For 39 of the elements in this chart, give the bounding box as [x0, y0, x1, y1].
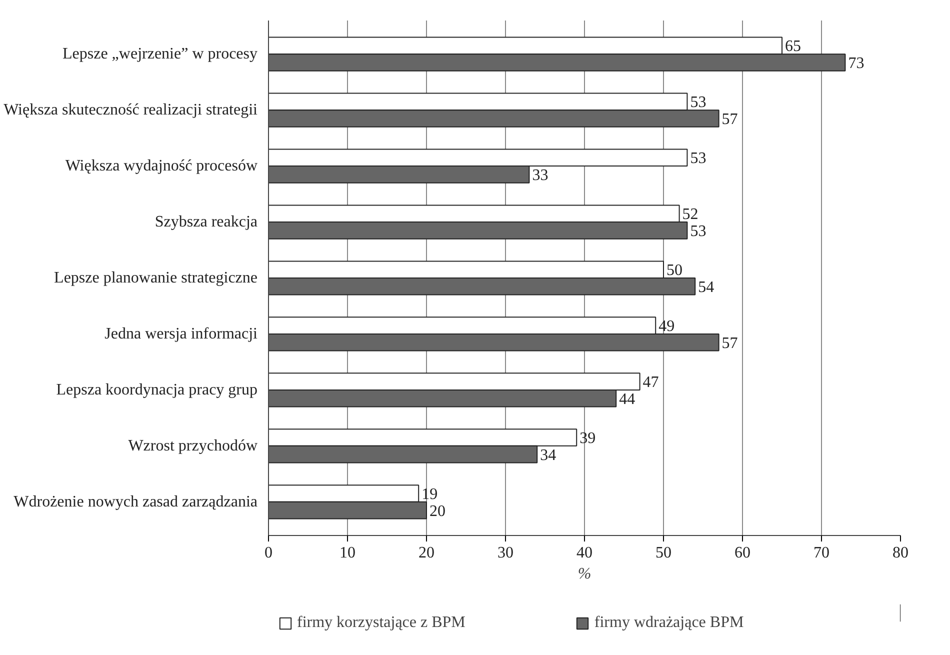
y-tick-label: Wdrożenie nowych zasad zarządzania — [14, 493, 258, 510]
y-tick-label: Jedna wersja informacji — [104, 325, 258, 342]
legend-label: firmy korzystające z BPM — [297, 614, 466, 632]
x-tick-label: 20 — [418, 544, 434, 562]
y-tick-label: Lepsze planowanie strategiczne — [54, 270, 258, 286]
y-tick-label: Większa wydajność procesów — [65, 158, 258, 175]
data-label: 53 — [690, 222, 706, 240]
data-label: 65 — [785, 38, 801, 56]
data-label: 57 — [722, 110, 738, 128]
data-label: 19 — [422, 486, 438, 504]
data-label: 57 — [722, 334, 738, 352]
data-label: 33 — [532, 166, 548, 184]
data-label: 53 — [690, 150, 706, 168]
data-label: 73 — [848, 54, 864, 72]
x-tick-label: 50 — [656, 544, 672, 562]
data-label: 20 — [430, 502, 446, 520]
x-tick-label: 80 — [892, 544, 908, 562]
data-label: 53 — [690, 94, 706, 112]
x-tick-label: 40 — [576, 544, 592, 562]
x-tick-label: 0 — [264, 544, 272, 562]
data-label: 50 — [666, 262, 682, 280]
legend-label: firmy wdrażające BPM — [594, 614, 744, 632]
x-tick-label: 10 — [340, 544, 356, 562]
x-tick-label: 70 — [814, 544, 830, 562]
data-label: 47 — [642, 374, 659, 392]
y-tick-label: Wzrost przychodów — [128, 437, 258, 454]
x-tick-label: 60 — [734, 544, 750, 562]
y-tick-label: Większa skuteczność realizacji strategii — [4, 102, 258, 119]
y-tick-label: Lepsza koordynacja pracy grup — [56, 381, 258, 398]
data-label: 52 — [682, 206, 698, 224]
data-label: 54 — [698, 278, 714, 296]
data-label: 44 — [619, 390, 636, 408]
y-tick-label: Szybsza reakcja — [154, 214, 258, 231]
data-label: 49 — [658, 318, 675, 336]
x-tick-label: 30 — [498, 544, 514, 562]
x-axis-title: % — [578, 566, 592, 582]
data-label: 39 — [580, 430, 596, 448]
y-tick-label: Lepsze „wejrzenie” w procesy — [62, 46, 258, 63]
data-label: 34 — [540, 446, 556, 464]
